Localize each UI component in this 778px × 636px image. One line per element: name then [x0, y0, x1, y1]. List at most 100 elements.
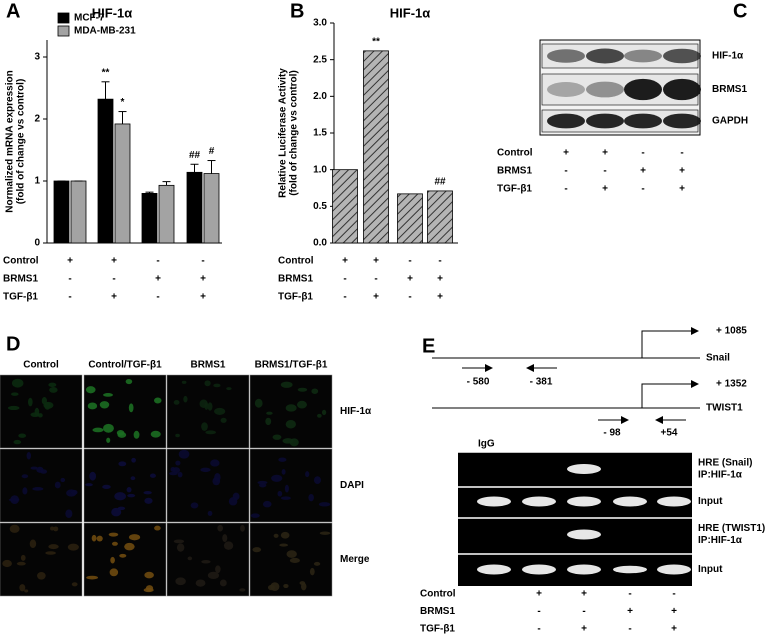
cell	[272, 434, 282, 440]
cell	[13, 439, 22, 445]
micrograph	[166, 448, 250, 523]
cell	[154, 397, 162, 404]
cell	[257, 480, 268, 485]
condition-sign: -	[408, 256, 411, 267]
condition-sign: -	[564, 166, 567, 177]
cell	[176, 543, 185, 552]
blot-band	[624, 49, 662, 63]
cell	[271, 474, 283, 482]
cell	[125, 378, 133, 385]
gel-row-label: Input	[698, 496, 723, 507]
cell	[280, 531, 290, 539]
cell	[30, 466, 38, 470]
significance: ##	[189, 150, 201, 161]
cell	[296, 400, 307, 409]
condition-label: BRMS1	[420, 606, 455, 617]
cell	[114, 492, 126, 501]
condition-sign: -	[343, 292, 346, 303]
blot-band	[624, 78, 662, 101]
cell	[103, 393, 113, 397]
condition-sign: +	[200, 274, 206, 285]
cell	[178, 449, 190, 459]
cell	[70, 489, 78, 495]
cell	[89, 471, 97, 481]
column-label: Control/TGF-β1	[88, 360, 162, 371]
condition-label: Control	[497, 148, 533, 159]
gel-row-label: HRE (TWIST1)	[698, 523, 765, 534]
significance: **	[372, 37, 380, 48]
y-tick-label: 0	[34, 238, 40, 249]
cell	[313, 561, 321, 566]
bar	[158, 184, 175, 244]
cell	[48, 382, 57, 388]
panel-letter: A	[6, 0, 20, 22]
condition-label: Control	[3, 256, 39, 267]
cell	[119, 553, 127, 558]
panel-letter: C	[733, 0, 747, 22]
cell	[86, 575, 99, 580]
cell	[215, 565, 221, 574]
condition-sign: +	[671, 606, 677, 617]
chip-diagram	[432, 327, 700, 424]
bar	[332, 169, 358, 244]
condition-sign: -	[68, 274, 71, 285]
cell	[210, 459, 220, 467]
cell	[207, 571, 220, 580]
condition-sign: -	[628, 624, 631, 635]
micrograph	[0, 374, 83, 449]
cell	[2, 559, 12, 568]
condition-sign: -	[564, 184, 567, 195]
cell	[313, 476, 321, 484]
cell	[175, 577, 186, 586]
cell	[87, 402, 98, 410]
condition-sign: -	[628, 589, 631, 600]
cell	[106, 437, 111, 443]
micrograph	[166, 374, 250, 449]
condition-sign: +	[67, 256, 73, 267]
column-label: BRMS1/TGF-β1	[255, 360, 328, 371]
cell	[85, 386, 96, 394]
cell	[175, 460, 181, 466]
condition-sign: +	[437, 274, 443, 285]
condition-sign: +	[437, 292, 443, 303]
micrograph	[0, 522, 83, 597]
gel	[458, 452, 692, 586]
condition-sign: +	[373, 256, 379, 267]
condition-sign: +	[407, 274, 413, 285]
cell	[108, 532, 119, 537]
bar	[363, 50, 389, 244]
row-label: DAPI	[340, 480, 364, 491]
cell	[286, 550, 297, 558]
cell	[96, 535, 103, 542]
gel-row-label: Input	[698, 564, 723, 575]
cell	[50, 526, 55, 531]
cell	[285, 404, 297, 412]
lane-label: IgG	[478, 439, 495, 450]
y-tick-label: 1	[34, 176, 40, 187]
cell	[28, 397, 33, 407]
cell	[199, 399, 208, 408]
significance: **	[102, 67, 110, 78]
cell	[319, 531, 331, 535]
gel-band	[567, 529, 601, 540]
legend-swatch	[57, 25, 70, 37]
cell	[212, 477, 221, 486]
cell	[124, 542, 135, 551]
y-tick-label: 1.5	[313, 128, 327, 139]
cell	[177, 471, 183, 478]
gel-row-label: IP:HIF-1α	[698, 470, 743, 481]
condition-sign: -	[112, 274, 115, 285]
cell	[149, 473, 156, 478]
condition-sign: +	[581, 589, 587, 600]
cell	[309, 567, 315, 576]
blot-band	[663, 78, 701, 101]
blot-band	[547, 49, 585, 63]
blot-band	[586, 113, 624, 129]
cell	[144, 571, 154, 579]
condition-label: Control	[278, 256, 314, 267]
condition-sign: +	[200, 292, 206, 303]
cell	[289, 557, 300, 564]
condition-sign: -	[582, 606, 585, 617]
micrograph	[83, 522, 167, 597]
legend-label: MDA-MB-231	[74, 26, 136, 37]
